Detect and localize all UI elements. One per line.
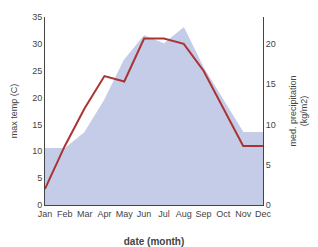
svg-text:0: 0 bbox=[266, 200, 271, 210]
svg-text:Jan: Jan bbox=[38, 209, 53, 219]
svg-text:Dec: Dec bbox=[255, 209, 272, 219]
svg-text:35: 35 bbox=[32, 12, 42, 22]
svg-text:date (month): date (month) bbox=[124, 236, 185, 247]
svg-text:10: 10 bbox=[266, 120, 276, 130]
svg-text:25: 25 bbox=[32, 66, 42, 76]
svg-text:Mar: Mar bbox=[77, 209, 93, 219]
svg-text:20: 20 bbox=[266, 39, 276, 49]
svg-text:May: May bbox=[116, 209, 134, 219]
svg-text:Apr: Apr bbox=[97, 209, 111, 219]
svg-text:Nov: Nov bbox=[235, 209, 252, 219]
svg-text:20: 20 bbox=[32, 93, 42, 103]
svg-text:Oct: Oct bbox=[216, 209, 231, 219]
svg-text:5: 5 bbox=[37, 173, 42, 183]
svg-text:5: 5 bbox=[266, 160, 271, 170]
svg-text:max temp (C): max temp (C) bbox=[9, 84, 19, 139]
svg-text:Jul: Jul bbox=[158, 209, 170, 219]
svg-text:0: 0 bbox=[37, 200, 42, 210]
svg-text:med. precipitation(kg/m2): med. precipitation(kg/m2) bbox=[288, 75, 310, 146]
svg-text:Sep: Sep bbox=[196, 209, 212, 219]
svg-text:30: 30 bbox=[32, 39, 42, 49]
svg-text:Feb: Feb bbox=[57, 209, 73, 219]
svg-text:10: 10 bbox=[32, 146, 42, 156]
svg-text:15: 15 bbox=[32, 120, 42, 130]
svg-text:Aug: Aug bbox=[176, 209, 192, 219]
svg-text:15: 15 bbox=[266, 79, 276, 89]
svg-text:Jun: Jun bbox=[137, 209, 152, 219]
